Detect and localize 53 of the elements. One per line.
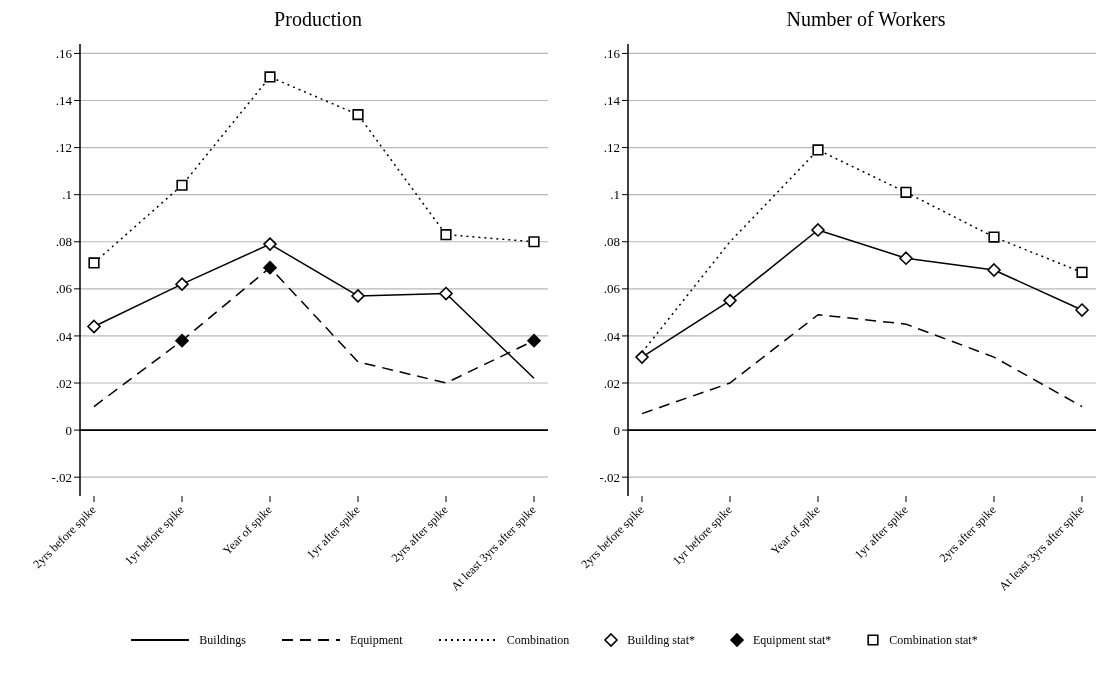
point xyxy=(175,333,189,348)
point xyxy=(263,237,277,251)
legend-label: Combination xyxy=(506,632,570,648)
legend-label: Buildings xyxy=(199,632,246,648)
y-tick-label: .16 xyxy=(603,46,621,62)
point xyxy=(988,231,1000,243)
line-series xyxy=(641,313,1083,415)
y-tick-label: .08 xyxy=(603,234,620,250)
chart-title: Number of Workers xyxy=(785,8,947,32)
y-tick-label: .14 xyxy=(603,93,621,109)
y-tick-label: .02 xyxy=(55,375,72,391)
y-tick-label: .06 xyxy=(603,281,621,297)
point xyxy=(175,277,189,291)
point xyxy=(1076,266,1088,278)
chart-title: Production xyxy=(273,8,363,32)
point xyxy=(87,319,101,334)
point xyxy=(264,71,276,83)
point xyxy=(440,229,452,241)
y-tick-label: .06 xyxy=(55,281,73,297)
point xyxy=(900,186,912,198)
point xyxy=(899,251,913,266)
point xyxy=(1075,303,1089,317)
point xyxy=(528,236,540,248)
point xyxy=(263,260,277,275)
legend-label: Building stat* xyxy=(627,632,696,648)
y-tick-label: 0 xyxy=(613,422,620,438)
point xyxy=(635,350,649,364)
y-tick-label: .12 xyxy=(603,140,620,156)
point xyxy=(723,293,737,308)
y-tick-label: .08 xyxy=(55,234,72,250)
point xyxy=(88,257,100,269)
y-tick-label: .16 xyxy=(55,46,73,62)
point xyxy=(351,289,365,303)
y-tick-label: -.02 xyxy=(51,469,72,485)
point xyxy=(811,223,825,237)
point xyxy=(439,286,453,301)
y-tick-label: 0 xyxy=(65,422,72,438)
y-tick-label: .02 xyxy=(603,375,620,391)
y-tick-label: .1 xyxy=(62,187,72,203)
y-tick-label: -.02 xyxy=(599,469,620,485)
y-tick-label: .1 xyxy=(610,187,620,203)
y-tick-label: .14 xyxy=(55,93,73,109)
point xyxy=(527,333,541,348)
y-tick-label: .04 xyxy=(55,328,73,344)
y-tick-label: .12 xyxy=(55,140,72,156)
legend-label: Combination stat* xyxy=(889,632,978,648)
y-tick-label: .04 xyxy=(603,328,621,344)
point xyxy=(176,179,188,191)
point xyxy=(987,263,1001,277)
legend-label: Equipment stat* xyxy=(753,632,832,648)
point xyxy=(812,144,824,156)
legend-label: Equipment xyxy=(350,632,403,648)
point xyxy=(352,109,364,121)
